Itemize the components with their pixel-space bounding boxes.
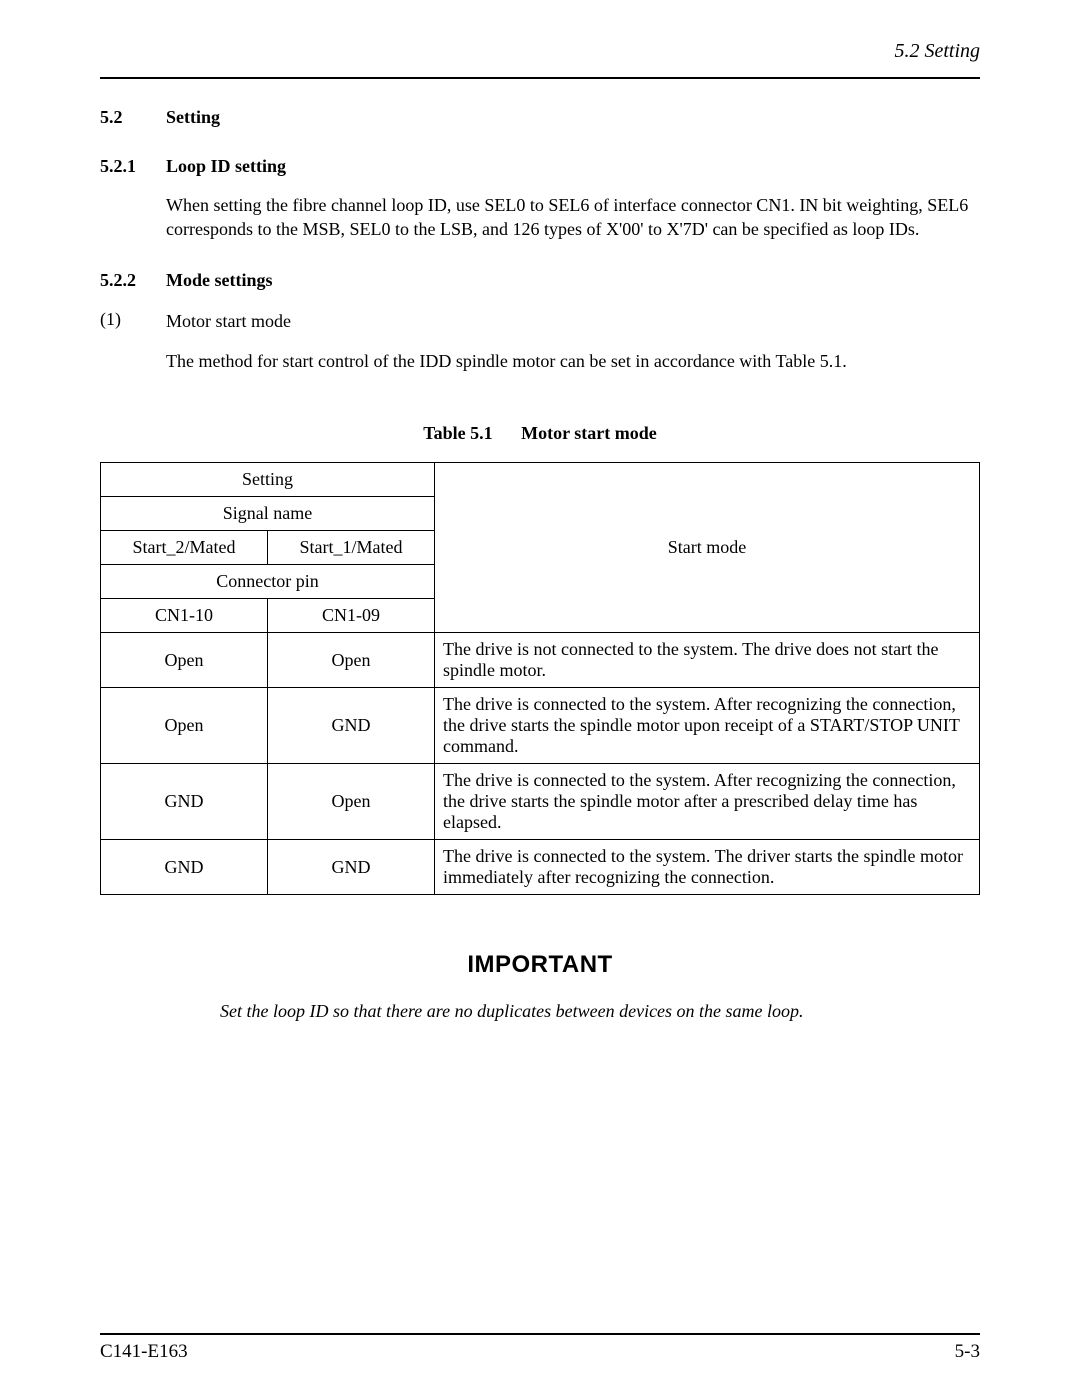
list-item-title: Motor start mode — [166, 309, 980, 333]
paragraph: When setting the fibre channel loop ID, … — [166, 193, 980, 242]
table-cell: The drive is not connected to the system… — [435, 633, 980, 688]
table-cell: The drive is connected to the system. Af… — [435, 688, 980, 764]
table-cell: Open — [268, 764, 435, 840]
table-caption-label: Table 5.1 — [423, 423, 492, 443]
table-cell: Open — [101, 633, 268, 688]
table-header-start1: Start_1/Mated — [268, 531, 435, 565]
page: 5.2 Setting 5.2 Setting 5.2.1 Loop ID se… — [0, 0, 1080, 1397]
table-cell: GND — [101, 764, 268, 840]
table-cell: Open — [268, 633, 435, 688]
table-cell: GND — [268, 688, 435, 764]
section-5-2-1: 5.2.1 Loop ID setting — [100, 156, 980, 177]
table-cell: The drive is connected to the system. Af… — [435, 764, 980, 840]
footer-page-number: 5-3 — [955, 1341, 980, 1363]
running-head: 5.2 Setting — [100, 40, 980, 63]
table-cell: GND — [268, 840, 435, 895]
section-5-2-2: 5.2.2 Mode settings — [100, 270, 980, 291]
list-item-number: (1) — [100, 309, 166, 333]
table-header-start2: Start_2/Mated — [101, 531, 268, 565]
table-caption-title: Motor start mode — [521, 423, 657, 443]
table-header-pin10: CN1-10 — [101, 599, 268, 633]
table-header-pin09: CN1-09 — [268, 599, 435, 633]
section-title: Mode settings — [166, 270, 273, 291]
section-number: 5.2 — [100, 107, 166, 128]
table-row: Open Open The drive is not connected to … — [101, 633, 980, 688]
important-note: Set the loop ID so that there are no dup… — [220, 999, 900, 1023]
table-row: GND Open The drive is connected to the s… — [101, 764, 980, 840]
important-heading: IMPORTANT — [100, 951, 980, 979]
paragraph: The method for start control of the IDD … — [166, 349, 980, 373]
table-header-setting: Setting — [101, 463, 435, 497]
table-cell: Open — [101, 688, 268, 764]
list-item-1: (1) Motor start mode — [100, 309, 980, 333]
table-caption: Table 5.1 Motor start mode — [100, 423, 980, 444]
table-row: GND GND The drive is connected to the sy… — [101, 840, 980, 895]
motor-start-mode-table: Setting Start mode Signal name Start_2/M… — [100, 462, 980, 895]
header-rule — [100, 77, 980, 79]
table-cell: GND — [101, 840, 268, 895]
page-footer: C141-E163 5-3 — [100, 1333, 980, 1363]
table-header-connector-pin: Connector pin — [101, 565, 435, 599]
table-header-signal-name: Signal name — [101, 497, 435, 531]
section-title: Loop ID setting — [166, 156, 286, 177]
table-row: Open GND The drive is connected to the s… — [101, 688, 980, 764]
table-header-start-mode: Start mode — [435, 463, 980, 633]
section-title: Setting — [166, 107, 220, 128]
section-number: 5.2.2 — [100, 270, 166, 291]
section-5-2: 5.2 Setting — [100, 107, 980, 128]
footer-doc-id: C141-E163 — [100, 1341, 188, 1363]
footer-rule — [100, 1333, 980, 1335]
section-number: 5.2.1 — [100, 156, 166, 177]
table-row: Setting Start mode — [101, 463, 980, 497]
table-cell: The drive is connected to the system. Th… — [435, 840, 980, 895]
